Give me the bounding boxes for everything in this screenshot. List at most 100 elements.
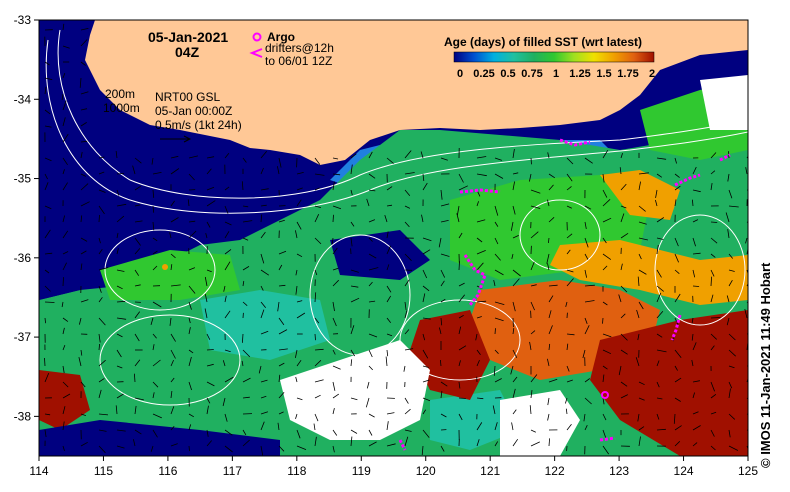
current-vector — [98, 297, 103, 303]
current-vector — [566, 157, 574, 165]
current-vector — [656, 381, 660, 388]
current-vector — [530, 301, 535, 311]
current-vector — [260, 395, 267, 399]
drifters-label: drifters@12h — [265, 41, 334, 55]
current-vector — [458, 345, 467, 351]
contour-loop-5 — [99, 314, 241, 406]
current-vector — [584, 269, 587, 278]
current-vector — [638, 221, 647, 225]
current-vector — [62, 406, 66, 415]
current-vector — [206, 405, 209, 415]
current-vector — [566, 249, 571, 255]
current-vector — [674, 237, 679, 247]
current-vector — [530, 189, 541, 194]
current-vector — [206, 186, 215, 191]
current-vector — [458, 326, 462, 335]
current-vector — [620, 263, 623, 271]
current-vector — [602, 237, 607, 244]
current-vector — [44, 269, 50, 274]
current-vector — [80, 108, 88, 111]
current-vector — [565, 408, 568, 415]
current-vector — [530, 374, 538, 383]
current-vector — [350, 237, 353, 247]
current-vector — [547, 263, 550, 271]
current-vector — [710, 317, 721, 319]
drifter-legend-icon — [249, 48, 263, 58]
current-vector — [152, 359, 161, 367]
lat-tick-label: -37 — [14, 330, 32, 344]
product-label: NRT00 GSL — [155, 90, 220, 104]
current-vector — [728, 349, 736, 357]
drifter-track-7 — [599, 436, 616, 442]
lon-tick-label: 116 — [158, 464, 177, 478]
current-vector — [404, 172, 415, 175]
current-vector — [710, 445, 716, 451]
colorbar-tick-label: 1.25 — [569, 68, 590, 80]
current-vector — [494, 237, 499, 245]
current-vector — [620, 381, 628, 387]
current-vector — [278, 284, 286, 287]
current-vector — [548, 310, 552, 319]
current-vector — [332, 365, 341, 370]
green-patch-2 — [100, 250, 240, 300]
current-vector — [170, 390, 173, 399]
current-vector — [314, 413, 319, 422]
current-vector — [422, 397, 431, 402]
current-vector — [422, 333, 426, 341]
contour-200-label: 200m — [105, 87, 135, 101]
current-vector — [80, 173, 86, 177]
current-vector — [656, 428, 666, 431]
current-vector — [546, 253, 550, 264]
current-vector — [188, 349, 194, 354]
current-vector — [566, 205, 572, 209]
current-vector — [115, 150, 118, 159]
current-vector — [636, 309, 640, 319]
current-vector — [116, 189, 120, 196]
current-vector — [493, 280, 496, 287]
current-vector — [62, 23, 65, 31]
current-vector — [638, 381, 645, 386]
current-vector — [295, 230, 298, 239]
current-vector — [692, 189, 701, 193]
current-vector — [547, 397, 550, 406]
current-vector — [152, 265, 158, 271]
current-vector — [422, 349, 429, 359]
current-vector — [691, 317, 694, 324]
current-vector — [62, 421, 65, 431]
current-vector — [44, 173, 48, 180]
current-vector — [332, 214, 334, 223]
current-vector — [710, 276, 712, 287]
current-vector — [530, 231, 539, 239]
current-vector — [62, 45, 70, 49]
colorbar-title: Age (days) of filled SST (wrt latest) — [444, 35, 642, 49]
current-vector — [404, 205, 411, 209]
current-vector — [548, 343, 551, 351]
current-vector — [134, 311, 141, 319]
current-vector — [692, 269, 696, 278]
current-vector — [98, 171, 105, 175]
current-vector — [188, 381, 192, 391]
current-vector — [547, 413, 550, 421]
current-vector — [258, 365, 262, 374]
current-vector — [170, 359, 174, 367]
current-vector — [350, 436, 353, 447]
current-vector — [368, 413, 375, 418]
current-vector — [440, 359, 442, 367]
current-vector — [710, 152, 717, 159]
current-vector — [386, 245, 391, 255]
current-vector — [618, 294, 622, 303]
current-vector — [728, 189, 733, 199]
current-vector — [494, 422, 498, 431]
current-vector — [314, 173, 325, 176]
current-vector — [493, 365, 496, 376]
current-vector — [602, 265, 608, 271]
nodata-region-1 — [280, 340, 430, 440]
current-vector — [584, 317, 588, 324]
drifter-track-5 — [674, 173, 701, 187]
current-vector — [152, 392, 155, 399]
current-vector — [422, 269, 428, 279]
current-vector — [422, 285, 430, 292]
current-vector — [62, 157, 68, 166]
current-vector — [744, 308, 748, 319]
current-vector — [350, 429, 358, 434]
